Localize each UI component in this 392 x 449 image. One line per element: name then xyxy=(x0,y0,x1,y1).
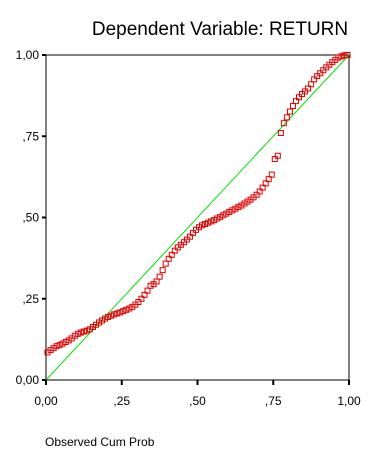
data-point xyxy=(105,313,112,320)
data-point xyxy=(277,130,284,136)
data-point xyxy=(241,200,248,207)
data-point xyxy=(120,308,127,315)
data-point xyxy=(108,312,115,319)
data-point xyxy=(102,315,109,322)
data-point xyxy=(162,260,169,267)
data-point xyxy=(308,81,315,88)
chart-title: Dependent Variable: RETURN xyxy=(92,19,348,40)
x-tick-label: 0,00 xyxy=(34,394,58,408)
x-tick-label: 1,00 xyxy=(337,394,361,408)
data-point xyxy=(283,114,290,121)
data-point xyxy=(74,330,81,337)
data-point xyxy=(220,212,227,219)
data-point xyxy=(56,341,63,348)
data-point xyxy=(232,205,239,212)
data-point xyxy=(53,343,60,350)
reference-line-layer xyxy=(45,54,350,381)
data-point xyxy=(126,305,133,312)
data-point xyxy=(226,208,233,215)
data-point xyxy=(168,251,175,258)
data-point xyxy=(296,94,302,101)
data-point xyxy=(274,152,281,159)
data-point xyxy=(211,217,218,224)
data-point xyxy=(65,337,72,344)
data-point xyxy=(305,85,312,92)
data-point xyxy=(205,219,212,226)
data-point xyxy=(292,98,299,105)
data-point xyxy=(99,317,106,324)
data-point xyxy=(156,273,163,280)
x-axis: 0,00 ,25 ,50 ,75 1,00 xyxy=(34,380,361,408)
data-points-layer xyxy=(44,52,351,356)
data-point xyxy=(262,180,269,187)
data-point xyxy=(253,191,260,198)
data-point xyxy=(59,340,66,347)
data-point xyxy=(50,345,57,352)
y-tick-label: ,75 xyxy=(22,129,39,143)
data-point xyxy=(189,230,196,237)
y-tick-label: 1,00 xyxy=(16,48,40,62)
data-point xyxy=(265,176,272,183)
data-point xyxy=(186,233,193,240)
data-point xyxy=(280,120,287,127)
data-point xyxy=(341,52,348,59)
data-point xyxy=(135,299,142,305)
data-point xyxy=(335,54,342,61)
data-point xyxy=(62,338,69,345)
data-point xyxy=(271,156,278,162)
data-point xyxy=(286,108,293,115)
data-point xyxy=(268,171,275,178)
data-point xyxy=(153,278,160,285)
data-point xyxy=(159,267,166,274)
x-tick-label: ,50 xyxy=(189,394,206,408)
data-point xyxy=(111,311,118,318)
y-tick-label: ,25 xyxy=(22,292,39,306)
data-point xyxy=(83,327,90,334)
y-tick-label: 0,00 xyxy=(16,373,40,387)
reference-diagonal-line xyxy=(45,54,350,381)
data-point xyxy=(71,332,78,339)
data-point xyxy=(80,328,87,335)
data-point xyxy=(208,218,215,225)
x-tick-label: ,25 xyxy=(113,394,130,408)
data-point xyxy=(199,222,206,229)
data-point xyxy=(196,224,203,231)
data-point xyxy=(223,210,230,217)
data-point xyxy=(235,204,242,211)
data-point xyxy=(256,188,263,195)
data-point xyxy=(141,291,148,298)
x-tick-label: ,75 xyxy=(265,394,282,408)
data-point xyxy=(202,221,209,227)
data-point xyxy=(117,309,124,316)
data-point xyxy=(311,76,318,83)
data-point xyxy=(171,247,178,254)
data-point xyxy=(77,329,84,336)
data-point xyxy=(289,103,296,110)
data-point xyxy=(238,202,245,209)
data-point xyxy=(47,347,54,354)
y-tick-label: ,50 xyxy=(22,211,39,225)
data-point xyxy=(344,52,351,58)
data-point xyxy=(144,287,151,294)
data-point xyxy=(165,255,172,262)
data-point xyxy=(123,306,130,313)
data-point xyxy=(138,295,145,302)
data-point xyxy=(229,207,236,214)
x-axis-label: Observed Cum Prob xyxy=(45,435,155,449)
data-point xyxy=(338,53,345,60)
data-point xyxy=(96,319,103,326)
data-point xyxy=(259,184,266,191)
data-point xyxy=(217,213,224,220)
data-point xyxy=(147,282,154,289)
y-axis: 0,00 ,25 ,50 ,75 1,00 xyxy=(16,48,46,387)
data-point xyxy=(214,215,221,222)
data-point xyxy=(114,310,121,317)
data-point xyxy=(244,198,251,205)
